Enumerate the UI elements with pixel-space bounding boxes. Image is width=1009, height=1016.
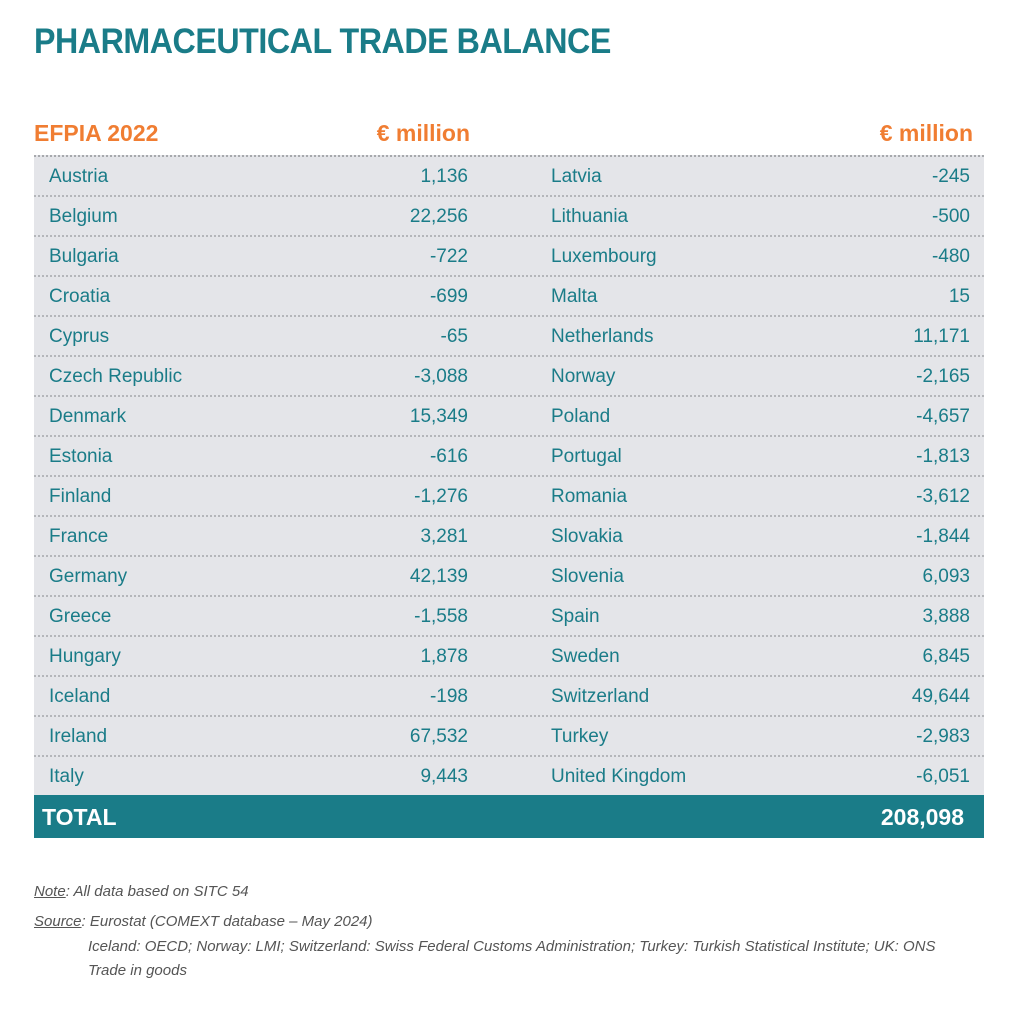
country-name: Hungary <box>49 646 121 667</box>
country-value: -6,051 <box>916 766 970 787</box>
country-value: -1,844 <box>916 526 970 547</box>
country-name: Slovenia <box>551 566 624 587</box>
note-label: Note <box>34 883 66 900</box>
country-value: 15 <box>948 286 970 307</box>
total-value: 208,098 <box>880 804 964 830</box>
table-row: Hungary 1,878 Sweden 6,845 <box>34 637 984 677</box>
table-row: Bulgaria -722 Luxembourg -480 <box>34 237 984 277</box>
country-name: Italy <box>49 766 84 787</box>
country-name: Denmark <box>49 406 127 427</box>
table-row: Cyprus -65 Netherlands 11,171 <box>34 317 984 357</box>
total-label: TOTAL <box>42 804 117 830</box>
table-row: France 3,281 Slovakia -1,844 <box>34 517 984 557</box>
table-row: Belgium 22,256 Lithuania -500 <box>34 197 984 237</box>
country-value: -4,657 <box>916 406 970 427</box>
table-row: Ireland 67,532 Turkey -2,983 <box>34 717 984 757</box>
country-name: Romania <box>551 486 628 507</box>
country-name: Greece <box>49 606 112 627</box>
note: Note: All data based on SITC 54 <box>34 883 249 900</box>
table-row: Germany 42,139 Slovenia 6,093 <box>34 557 984 597</box>
country-name: Belgium <box>49 206 118 227</box>
country-value: 3,888 <box>922 606 970 627</box>
page-title: PHARMACEUTICAL TRADE BALANCE <box>34 22 611 61</box>
source-text: : Eurostat (COMEXT database – May 2024) <box>81 913 373 930</box>
country-value: 6,845 <box>922 646 970 667</box>
country-value: -699 <box>429 286 468 307</box>
country-value: -616 <box>429 446 468 467</box>
country-value: -722 <box>429 246 468 267</box>
country-value: -480 <box>931 246 970 267</box>
country-name: Spain <box>551 606 600 627</box>
country-name: Netherlands <box>551 326 654 347</box>
country-name: Iceland <box>49 686 111 707</box>
country-value: -245 <box>931 166 970 187</box>
country-value: -65 <box>440 326 468 347</box>
table-row: Italy 9,443 United Kingdom -6,051 <box>34 757 984 797</box>
country-value: 22,256 <box>409 206 468 227</box>
note-text: : All data based on SITC 54 <box>65 883 249 900</box>
country-name: Lithuania <box>551 206 629 227</box>
country-name: Turkey <box>551 726 609 747</box>
trade-balance-table: Austria 1,136 Latvia -245 Belgium 22,256 Lithu… <box>34 155 984 797</box>
table-row: Estonia -616 Portugal -1,813 <box>34 437 984 477</box>
country-name: United Kingdom <box>551 766 687 787</box>
source-label: Source <box>34 913 82 930</box>
country-value: -1,813 <box>916 446 970 467</box>
country-value: -198 <box>429 686 468 707</box>
country-value: 9,443 <box>420 766 468 787</box>
header-unit-left: € million <box>376 120 470 146</box>
header-source-label: EFPIA 2022 <box>34 120 159 146</box>
country-name: Portugal <box>551 446 622 467</box>
country-value: -1,558 <box>414 606 468 627</box>
country-value: 1,136 <box>420 166 468 187</box>
table-row: Croatia -699 Malta 15 <box>34 277 984 317</box>
country-name: Norway <box>551 366 616 387</box>
table-row: Greece -1,558 Spain 3,888 <box>34 597 984 637</box>
country-name: Estonia <box>49 446 113 467</box>
total-row: TOTAL 208,098 <box>34 795 984 838</box>
country-name: France <box>49 526 109 547</box>
country-value: -3,612 <box>916 486 970 507</box>
country-name: Sweden <box>551 646 620 667</box>
country-name: Cyprus <box>49 326 110 347</box>
source-line-2: Iceland: OECD; Norway: LMI; Switzerland:… <box>88 938 936 955</box>
country-name: Latvia <box>551 166 602 187</box>
country-name: Luxembourg <box>551 246 657 267</box>
country-value: 6,093 <box>922 566 970 587</box>
table-row: Czech Republic -3,088 Norway -2,165 <box>34 357 984 397</box>
source-line-3: Trade in goods <box>88 962 187 979</box>
country-name: Czech Republic <box>49 366 183 387</box>
country-value: 49,644 <box>911 686 970 707</box>
country-name: Malta <box>551 286 598 307</box>
country-name: Croatia <box>49 286 111 307</box>
country-value: 3,281 <box>420 526 468 547</box>
source: Source: Eurostat (COMEXT database – May … <box>34 913 373 930</box>
country-name: Austria <box>49 166 109 187</box>
header-unit-right: € million <box>879 120 973 146</box>
country-value: -2,165 <box>916 366 970 387</box>
country-value: -2,983 <box>916 726 970 747</box>
country-name: Slovakia <box>551 526 623 547</box>
country-name: Bulgaria <box>49 246 119 267</box>
country-value: -3,088 <box>414 366 468 387</box>
country-name: Finland <box>49 486 112 507</box>
table-row: Finland -1,276 Romania -3,612 <box>34 477 984 517</box>
country-name: Poland <box>551 406 611 427</box>
country-value: 42,139 <box>409 566 468 587</box>
table-row: Austria 1,136 Latvia -245 <box>34 157 984 197</box>
country-value: -500 <box>931 206 970 227</box>
country-value: -1,276 <box>414 486 468 507</box>
country-name: Switzerland <box>551 686 650 707</box>
country-value: 15,349 <box>409 406 468 427</box>
country-value: 1,878 <box>420 646 468 667</box>
table-row: Denmark 15,349 Poland -4,657 <box>34 397 984 437</box>
country-value: 11,171 <box>913 326 970 347</box>
country-name: Germany <box>49 566 128 587</box>
table-row: Iceland -198 Switzerland 49,644 <box>34 677 984 717</box>
country-value: 67,532 <box>409 726 468 747</box>
country-name: Ireland <box>49 726 108 747</box>
